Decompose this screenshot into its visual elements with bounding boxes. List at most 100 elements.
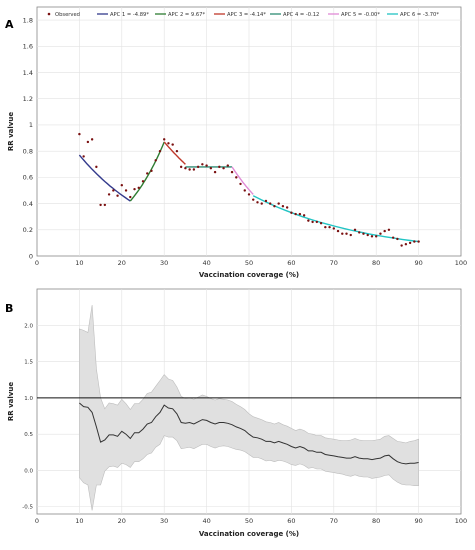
observed-point	[95, 165, 98, 169]
confidence-band	[79, 304, 419, 511]
observed-point	[328, 225, 331, 229]
observed-point	[281, 205, 285, 208]
observed-point	[239, 182, 242, 186]
rr-series-line	[79, 402, 419, 465]
observed-point	[226, 164, 229, 167]
x-tick-label: 10	[75, 259, 83, 267]
observed-point	[273, 205, 276, 208]
observed-point	[171, 143, 174, 146]
observed-point	[302, 214, 306, 217]
observed-point	[269, 202, 272, 205]
x-tick-label: 50	[245, 259, 253, 267]
observed-point	[315, 220, 319, 224]
observed-point	[192, 168, 196, 171]
observed-point	[362, 232, 365, 235]
observed-point	[222, 166, 225, 170]
x-tick-label: 0	[35, 259, 39, 267]
observed-point	[112, 189, 115, 192]
observed-point	[311, 220, 314, 224]
observed-point	[366, 233, 369, 237]
x-tick-label: 10	[75, 517, 83, 525]
observed-point	[120, 184, 124, 187]
observed-point	[252, 198, 255, 201]
x-tick-label: 60	[287, 517, 295, 525]
x-tick-label: 90	[414, 259, 422, 267]
x-tick-label: 50	[245, 517, 253, 525]
legend-marker	[47, 12, 51, 16]
fitted-segment	[252, 195, 419, 243]
x-tick-label: 80	[372, 259, 380, 267]
observed-point	[375, 235, 378, 238]
observed-point	[167, 142, 170, 145]
observed-point	[205, 164, 208, 167]
observed-point	[196, 165, 200, 169]
x-tick-label: 40	[202, 259, 210, 267]
observed-point	[417, 240, 420, 243]
legend-label: APC 4 = -0.12	[283, 12, 319, 18]
observed-point	[298, 212, 302, 216]
observed-point	[324, 225, 327, 229]
observed-point	[141, 180, 145, 183]
observed-point	[400, 244, 403, 247]
observed-point	[353, 228, 357, 231]
observed-point	[379, 232, 382, 235]
y-tick-label: 1.2	[23, 95, 33, 103]
x-tick-label: 70	[330, 259, 338, 267]
observed-point	[150, 169, 153, 173]
observed-point	[256, 201, 259, 204]
y-axis-label: RR valvue	[7, 112, 15, 151]
x-tick-label: 30	[160, 517, 168, 525]
observed-point	[146, 172, 149, 175]
observed-point	[383, 229, 386, 233]
observed-point	[184, 166, 187, 170]
x-tick-label: 40	[202, 517, 210, 525]
observed-point	[307, 219, 310, 222]
observed-point	[116, 194, 119, 197]
legend-label: Observed	[55, 12, 80, 18]
x-tick-label: 20	[118, 259, 126, 267]
y-tick-label: 0	[29, 252, 33, 260]
observed-point	[349, 233, 352, 237]
observed-point	[209, 166, 213, 170]
observed-point	[163, 138, 166, 141]
y-axis-label: RR valvue	[7, 382, 15, 421]
observed-point	[124, 189, 128, 192]
observed-point	[188, 168, 191, 171]
observed-point	[290, 211, 293, 214]
y-tick-label: 2.0	[24, 323, 33, 329]
observed-point	[294, 212, 297, 216]
observed-point	[264, 199, 268, 203]
x-tick-label: 0	[35, 517, 39, 525]
observed-point	[404, 243, 408, 246]
observed-point	[341, 232, 344, 235]
observed-point	[408, 241, 412, 245]
fitted-segment	[163, 141, 186, 165]
observed-point	[133, 187, 136, 191]
observed-point	[129, 195, 132, 199]
fitted-segment	[129, 141, 165, 202]
x-tick-label: 30	[160, 259, 168, 267]
y-tick-label: 1.0	[24, 396, 33, 402]
panel-b-label: B	[5, 302, 14, 315]
fitted-segment	[231, 166, 254, 195]
observed-point	[345, 232, 348, 235]
x-tick-label: 70	[330, 517, 338, 525]
observed-point	[319, 222, 323, 225]
observed-point	[154, 159, 157, 162]
observed-point	[158, 149, 162, 153]
x-axis-label: Vaccination coverage (%)	[199, 271, 299, 279]
legend-label: APC 6 = -3.70*	[400, 12, 439, 18]
legend-label: APC 1 = -4.89*	[110, 12, 149, 18]
x-tick-label: 60	[287, 259, 295, 267]
y-tick-label: 1.5	[24, 360, 33, 366]
x-axis-label: Vaccination coverage (%)	[199, 530, 299, 538]
observed-point	[82, 155, 85, 158]
y-tick-label: 0.5	[24, 432, 33, 438]
observed-point	[243, 189, 246, 192]
legend-label: APC 5 = -0.00*	[341, 12, 380, 18]
observed-point	[90, 138, 94, 141]
observed-point	[413, 240, 416, 243]
observed-point	[370, 235, 374, 238]
chart-a: 0 10 20 30 40 50 60 70 80 90 100 0 0.2 0.4 0.6 0.8 1 1.2 1…	[7, 6, 467, 279]
y-tick-label: 1	[29, 121, 33, 129]
